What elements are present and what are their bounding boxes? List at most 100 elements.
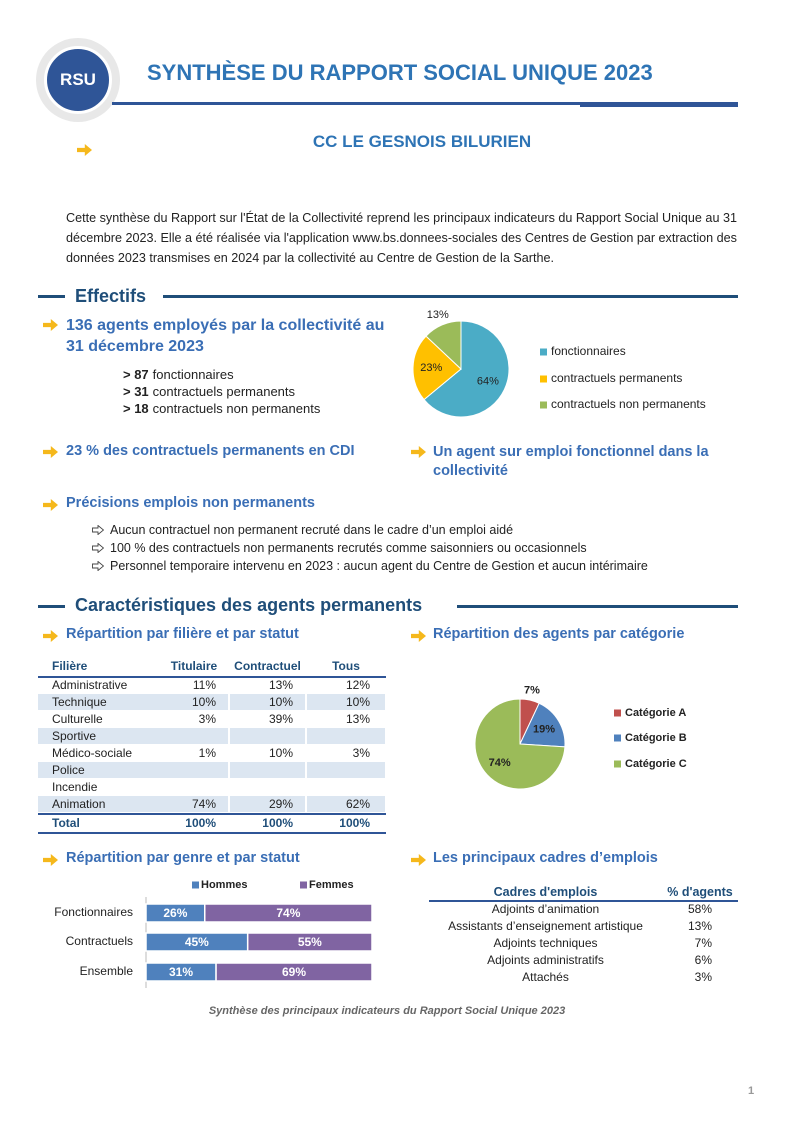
data-label: 69% xyxy=(282,965,306,979)
table-cell: 11% xyxy=(192,678,216,692)
headline: 136 agents employés par la collectivité … xyxy=(66,317,385,355)
table-cell: 10% xyxy=(268,695,293,709)
label: contractuels permanents xyxy=(152,384,296,399)
row-shade xyxy=(230,762,305,778)
table-total: 100% xyxy=(185,816,216,830)
table-header: Filière xyxy=(52,659,88,673)
data-label: 23% xyxy=(420,362,442,374)
data-label: 74% xyxy=(489,757,511,769)
breakdown-list: > 87 fonctionnaires > 31 contractuels perma… xyxy=(123,366,320,417)
bullet-item: Personnel temporaire intervenu en 2023 :… xyxy=(92,557,648,575)
table-cell: 29% xyxy=(268,797,293,811)
table-cell: 74% xyxy=(191,797,216,811)
data-label: 31% xyxy=(169,965,193,979)
table-cell: Adjoints techniques xyxy=(493,936,598,950)
table-cell: 3% xyxy=(694,970,712,984)
table-cell: Incendie xyxy=(52,780,98,794)
arrow-icon xyxy=(43,630,58,642)
bullet-icon xyxy=(92,543,104,553)
table-cell: 10% xyxy=(345,695,370,709)
row-shade xyxy=(307,694,385,710)
legend-label: Hommes xyxy=(201,879,247,891)
table-rule xyxy=(38,832,386,834)
data-label: 19% xyxy=(533,724,555,736)
table-cell: 39% xyxy=(268,712,293,726)
bar-segment xyxy=(246,932,373,952)
bar-segment xyxy=(215,962,373,982)
legend-label: fonctionnaires xyxy=(551,344,626,358)
row-shade xyxy=(38,796,160,812)
table-total: Total xyxy=(52,816,80,830)
legend-label: Catégorie C xyxy=(625,758,687,770)
bullet-arrow xyxy=(92,525,104,535)
table-header: Titulaire xyxy=(170,659,218,673)
row-shade xyxy=(230,728,305,744)
legend-swatch xyxy=(540,375,547,383)
table-cell: Médico-sociale xyxy=(52,746,133,760)
section-rule xyxy=(38,295,65,298)
bullet-item: Aucun contractuel non permanent recruté … xyxy=(92,521,648,539)
table-cell: Assistants d’enseignement artistique xyxy=(448,919,643,933)
data-label: 13% xyxy=(427,309,449,321)
pie-slice xyxy=(423,320,510,418)
row-shade xyxy=(160,796,228,812)
sub-heading: Répartition des agents par catégorie xyxy=(433,626,685,642)
table-header: Contractuel xyxy=(234,659,301,673)
table-cell: Administrative xyxy=(52,678,128,692)
pie-slice xyxy=(425,320,462,371)
bullet-arrow xyxy=(92,543,104,553)
data-label: 64% xyxy=(477,376,499,388)
data-label: 45% xyxy=(185,935,209,949)
legend-swatch xyxy=(614,709,621,717)
label: fonctionnaires xyxy=(152,367,234,382)
table-cell: Adjoints administratifs xyxy=(487,953,604,967)
arrow-icon xyxy=(43,319,58,331)
arrow-icon xyxy=(411,446,426,458)
row-shade xyxy=(307,728,385,744)
legend-label: contractuels permanents xyxy=(551,371,682,385)
sub-heading: Répartition par filière et par statut xyxy=(66,626,299,642)
pie-slice xyxy=(519,698,540,745)
legend-label: Catégorie B xyxy=(625,732,687,744)
table-header: Tous xyxy=(332,659,360,673)
section-heading: Caractéristiques des agents permanents xyxy=(75,595,423,615)
count: > 18 xyxy=(123,401,149,416)
table-cell: 13% xyxy=(687,919,712,933)
table-total: 100% xyxy=(339,816,370,830)
data-label: 26% xyxy=(163,906,187,920)
breakdown-item: > 31 contractuels permanents xyxy=(123,383,320,400)
table-cell: 7% xyxy=(694,936,712,950)
pie-slice xyxy=(412,335,462,401)
row-shade xyxy=(307,762,385,778)
row-shade xyxy=(160,694,228,710)
legend-label: Femmes xyxy=(309,879,354,891)
bar-segment xyxy=(204,903,373,923)
table-total: 100% xyxy=(262,816,293,830)
table-cell: 12% xyxy=(345,678,370,692)
table-cell: 13% xyxy=(345,712,370,726)
legend-swatch xyxy=(540,348,547,356)
page-number: 1 xyxy=(748,1085,755,1097)
bullet-text: 100 % des contractuels non permanents re… xyxy=(110,541,587,555)
legend-swatch xyxy=(614,760,621,768)
table-cell: Sportive xyxy=(52,729,97,743)
section-rule xyxy=(163,295,738,298)
row-shade xyxy=(38,694,160,710)
category-label: Ensemble xyxy=(80,964,134,978)
table-cell: 6% xyxy=(694,953,712,967)
table-header: Cadres d'emplois xyxy=(493,885,598,899)
row-shade xyxy=(38,762,160,778)
page-title: SYNTHÈSE DU RAPPORT SOCIAL UNIQUE 2023 xyxy=(147,60,653,85)
table-cell: 62% xyxy=(345,797,370,811)
table-rule xyxy=(38,676,386,678)
row-shade xyxy=(307,796,385,812)
bullet-item: 100 % des contractuels non permanents re… xyxy=(92,539,648,557)
arrow-icon xyxy=(43,854,58,866)
table-cell: 1% xyxy=(198,746,216,760)
table-header: % d'agents xyxy=(667,885,733,899)
table-cell: 3% xyxy=(198,712,216,726)
arrow-icon xyxy=(411,630,426,642)
label: contractuels non permanents xyxy=(152,401,321,416)
table-cell: Police xyxy=(52,763,85,777)
